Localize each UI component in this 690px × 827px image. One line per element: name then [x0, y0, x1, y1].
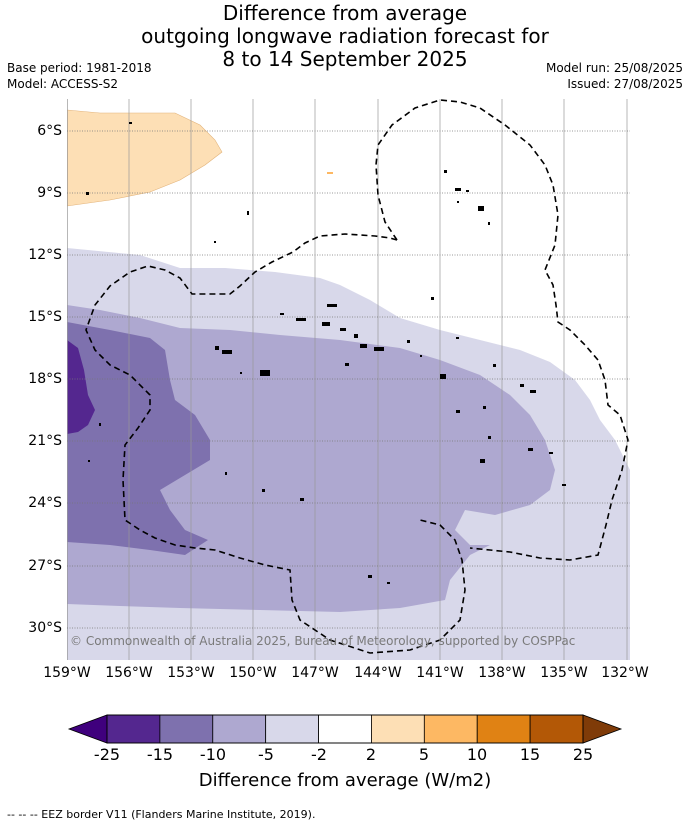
meta-left: Base period: 1981-2018 Model: ACCESS-S2 [7, 60, 152, 92]
eez-border-east [375, 99, 629, 561]
colorbar-bin-7 [476, 714, 531, 744]
colorbar [67, 714, 623, 744]
island-small-positive [327, 172, 333, 174]
title-line-2: outgoing longwave radiation forecast for [141, 24, 549, 48]
colorbar-tick-plus5: 5 [418, 745, 430, 764]
colorbar-tick-plus25: 25 [572, 745, 594, 764]
colorbar-bin-8 [529, 714, 584, 744]
colorbar-over-arrow [582, 714, 623, 744]
colorbar-bin-5 [371, 714, 425, 744]
colorbar-tick-minus5: -5 [258, 745, 274, 764]
base-period: Base period: 1981-2018 [7, 61, 152, 75]
lon-label-132w: 132°W [601, 665, 649, 681]
anomaly-region-minus10 [67, 322, 210, 555]
lat-label-15s: 15°S [28, 309, 62, 325]
lon-label-159w: 159°W [43, 665, 91, 681]
colorbar-tick-plus10: 10 [466, 745, 488, 764]
lat-label-9s: 9°S [37, 185, 62, 201]
lat-label-24s: 24°S [28, 495, 62, 511]
colorbar-bin-1 [159, 714, 214, 744]
colorbar-tick-minus2: -2 [311, 745, 327, 764]
lat-label-6s: 6°S [37, 123, 62, 139]
copyright-notice: © Commonwealth of Australia 2025, Bureau… [70, 634, 576, 648]
map-title: Difference from average outgoing longwav… [0, 2, 690, 71]
lon-label-141w: 141°W [416, 665, 464, 681]
colorbar-tick-plus2: 2 [365, 745, 377, 764]
colorbar-bin-0 [106, 714, 161, 744]
anomaly-region-minus15 [67, 340, 95, 434]
lon-label-138w: 138°W [478, 665, 526, 681]
meta-right: Model run: 25/08/2025 Issued: 27/08/2025 [546, 60, 683, 92]
lat-label-12s: 12°S [28, 247, 62, 263]
eez-border-lines [85, 99, 629, 654]
model-name: Model: ACCESS-S2 [7, 77, 119, 91]
colorbar-tick-minus10: -10 [199, 745, 227, 764]
colorbar-tick-plus15: 15 [519, 745, 541, 764]
lon-label-144w: 144°W [354, 665, 402, 681]
lon-label-150w: 150°W [229, 665, 277, 681]
longitude-gridlines [67, 99, 628, 660]
model-run: Model run: 25/08/2025 [545, 61, 683, 75]
colorbar-label: Difference from average (W/m2) [198, 770, 492, 791]
lon-label-135w: 135°W [540, 665, 588, 681]
lat-label-30s: 30°S [28, 620, 62, 636]
lon-label-156w: 156°W [105, 665, 153, 681]
colorbar-tick-minus15: -15 [146, 745, 174, 764]
issued-date: Issued: 27/08/2025 [567, 77, 683, 91]
title-line-3: 8 to 14 September 2025 [222, 47, 468, 71]
lat-label-21s: 21°S [28, 433, 62, 449]
lat-label-18s: 18°S [28, 371, 62, 387]
colorbar-bin-2 [212, 714, 267, 744]
anomaly-region-plus2 [67, 109, 223, 207]
colorbar-bin-3 [265, 714, 319, 744]
islands [86, 122, 566, 584]
title-line-1: Difference from average [222, 1, 468, 25]
lon-label-153w: 153°W [167, 665, 215, 681]
colorbar-under-arrow [67, 714, 108, 744]
eez-border-northeast [85, 233, 466, 654]
lon-label-147w: 147°W [291, 665, 339, 681]
colorbar-tick-minus25: -25 [93, 745, 121, 764]
eez-footnote: -- -- -- EEZ border V11 (Flanders Marine… [7, 808, 316, 821]
colorbar-bin-4 [318, 714, 372, 744]
lat-label-27s: 27°S [28, 558, 62, 574]
colorbar-bin-6 [423, 714, 478, 744]
